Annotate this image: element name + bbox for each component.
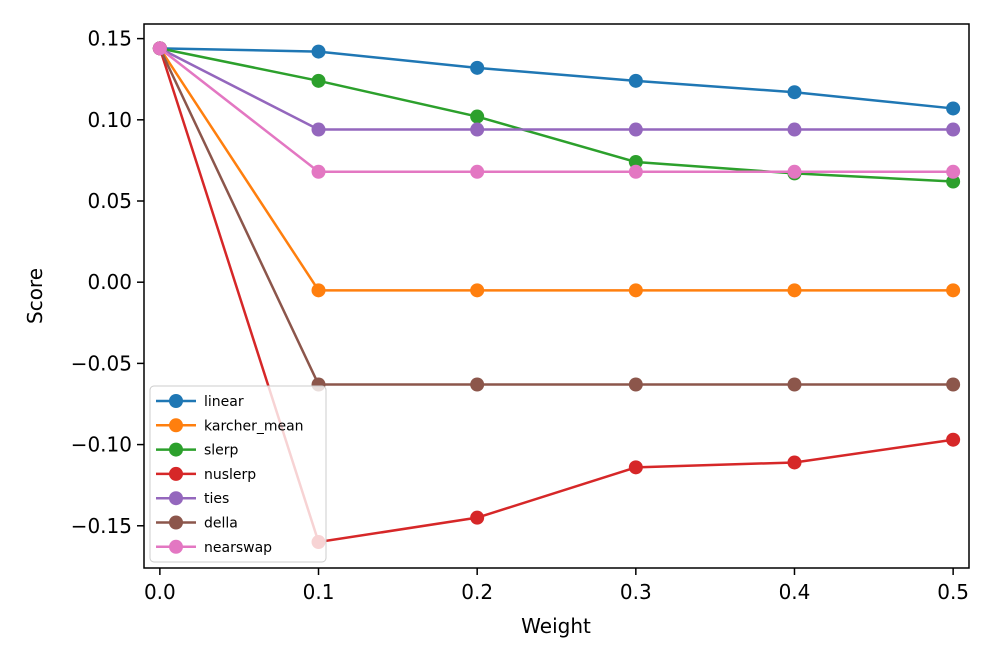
legend-marker (169, 491, 183, 506)
y-tick-label: −0.10 (71, 433, 132, 457)
legend-box (149, 385, 327, 563)
x-tick-label: 0.1 (303, 580, 335, 604)
legend-label: slerp (204, 443, 239, 459)
data-point (311, 164, 326, 179)
data-point (628, 164, 643, 179)
y-tick-label: 0.15 (87, 27, 132, 51)
legend-marker (169, 539, 183, 554)
legend-marker (169, 418, 183, 433)
data-point (470, 164, 485, 179)
data-point (470, 122, 485, 137)
data-point (311, 283, 326, 298)
x-tick-label: 0.2 (461, 580, 493, 604)
plot-frame (143, 23, 970, 569)
series-line-linear (159, 47, 954, 110)
x-tick-label: 0.3 (620, 580, 652, 604)
y-tick-label: 0.00 (87, 270, 132, 294)
data-point (628, 283, 643, 298)
series-linear (152, 41, 961, 116)
series-line-karcher_mean (158, 47, 954, 292)
data-point (946, 101, 961, 116)
legend-label: karcher_mean (204, 418, 304, 434)
legend-entry-della: della (156, 515, 238, 532)
data-point (946, 283, 961, 298)
data-point (946, 174, 961, 189)
data-point (787, 377, 802, 392)
y-tick-label: 0.05 (87, 189, 132, 213)
y-tick-label: 0.10 (87, 108, 132, 132)
legend-marker (169, 515, 183, 530)
y-axis-label: Score (23, 268, 47, 324)
legend-entry-karcher_mean: karcher_mean (156, 418, 304, 434)
data-point (787, 283, 802, 298)
legend-label: ties (204, 491, 229, 507)
legend-marker (169, 466, 183, 481)
series-nearswap (152, 41, 961, 179)
data-point (787, 164, 802, 179)
data-point (470, 510, 485, 525)
data-point (946, 122, 961, 137)
data-point (628, 460, 643, 475)
data-point (628, 122, 643, 137)
legend-entry-linear: linear (156, 394, 244, 410)
data-point (152, 41, 167, 56)
legend-entry-ties: ties (156, 491, 229, 507)
legend-entry-nearswap: nearswap (156, 539, 272, 556)
series-line-della (158, 47, 954, 386)
data-point (628, 73, 643, 88)
data-point (946, 164, 961, 179)
data-point (311, 73, 326, 88)
legend-label: della (204, 516, 238, 532)
series-karcher_mean (152, 41, 961, 298)
data-point (787, 85, 802, 100)
series-della (152, 41, 961, 392)
data-point (628, 155, 643, 170)
x-tick-label: 0.0 (144, 580, 176, 604)
series-line-slerp (159, 47, 954, 183)
data-point (946, 432, 961, 447)
data-point (311, 122, 326, 137)
series-line-nearswap (159, 47, 954, 174)
legend-marker (169, 442, 183, 457)
data-point (946, 377, 961, 392)
y-tick-label: −0.05 (71, 351, 132, 375)
x-axis-label: Weight (521, 614, 591, 638)
x-tick-label: 0.4 (779, 580, 811, 604)
legend-entry-slerp: slerp (156, 442, 239, 459)
data-point (470, 283, 485, 298)
data-point (628, 377, 643, 392)
data-point (470, 60, 485, 75)
y-axis: 0.15 0.10 0.05 0.00 −0.05 −0.10 −0.15 (71, 27, 144, 538)
legend-entry-nuslerp: nuslerp (156, 466, 256, 483)
series-ties (152, 41, 961, 137)
x-axis: 0.0 0.1 0.2 0.3 0.4 0.5 (144, 568, 969, 604)
series-line-ties (159, 47, 954, 131)
x-tick-label: 0.5 (937, 580, 969, 604)
legend-label: nearswap (204, 540, 272, 556)
data-point (787, 455, 802, 470)
legend-marker (169, 394, 183, 408)
series-layer (152, 41, 961, 550)
series-slerp (152, 41, 961, 189)
y-tick-label: −0.15 (71, 514, 132, 538)
data-point (470, 377, 485, 392)
data-point (470, 109, 485, 124)
legend-label: nuslerp (204, 467, 256, 483)
legend-label: linear (204, 394, 244, 410)
data-point (787, 122, 802, 137)
data-point (311, 44, 326, 59)
